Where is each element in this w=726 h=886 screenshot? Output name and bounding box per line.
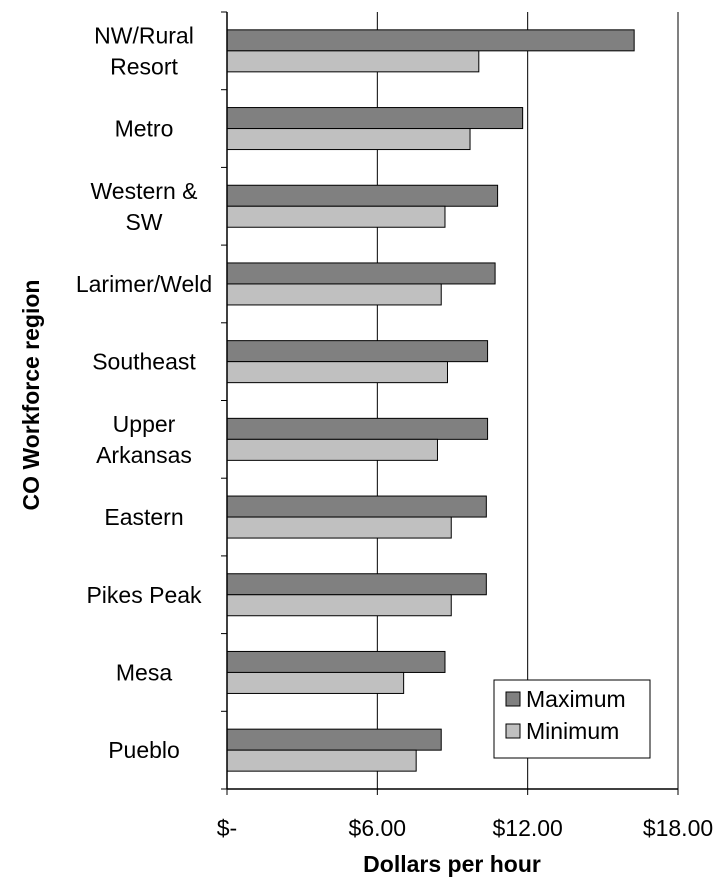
bar-minimum	[226, 205, 446, 228]
bar-maximum	[226, 340, 489, 363]
category-label: Larimer/Weld	[76, 271, 212, 297]
category-label: Metro	[115, 116, 174, 142]
bars	[226, 29, 635, 772]
bar-maximum	[226, 29, 635, 52]
bar-maximum	[226, 573, 487, 596]
bar-maximum	[226, 650, 446, 673]
legend-label-maximum: Maximum	[526, 686, 626, 712]
bar-maximum	[226, 107, 524, 130]
x-tick-label: $18.00	[643, 815, 713, 841]
legend: Maximum Minimum	[493, 679, 651, 759]
bar-minimum	[226, 438, 438, 461]
axes	[221, 11, 679, 795]
x-tick-label: $-	[217, 815, 237, 841]
x-axis-title: Dollars per hour	[363, 851, 541, 877]
category-label: Upper Arkansas	[96, 411, 192, 468]
bar-minimum	[226, 50, 480, 73]
bar-minimum	[226, 361, 448, 384]
bar-minimum	[226, 516, 452, 539]
x-tick-label: $12.00	[492, 815, 562, 841]
y-axis-title: CO Workforce region	[18, 280, 44, 511]
bar-maximum	[226, 495, 487, 518]
bar-minimum	[226, 283, 442, 306]
category-label: NW/Rural Resort	[94, 22, 194, 79]
category-label: Eastern	[104, 504, 183, 530]
bar-maximum	[226, 262, 496, 285]
category-label: Pueblo	[108, 737, 180, 763]
legend-swatch-maximum	[505, 691, 521, 707]
tick-labels: $- $6.00 $12.00 $18.00	[217, 815, 713, 841]
bar-minimum	[226, 128, 471, 151]
x-tick-label: $6.00	[349, 815, 407, 841]
legend-label-minimum: Minimum	[526, 718, 619, 744]
legend-swatch-minimum	[505, 723, 521, 739]
category-labels: NW/Rural Resort Metro Western & SW Larimer/We…	[76, 22, 212, 763]
bar-maximum	[226, 417, 489, 440]
bar-minimum	[226, 594, 452, 617]
category-label: Mesa	[116, 659, 172, 685]
category-label: Pikes Peak	[86, 582, 202, 608]
bar-minimum	[226, 671, 405, 694]
category-label: Southeast	[92, 349, 196, 375]
bar-minimum	[226, 749, 417, 772]
category-label: Western & SW	[91, 178, 198, 235]
bar-maximum	[226, 728, 442, 751]
bar-maximum	[226, 184, 499, 207]
